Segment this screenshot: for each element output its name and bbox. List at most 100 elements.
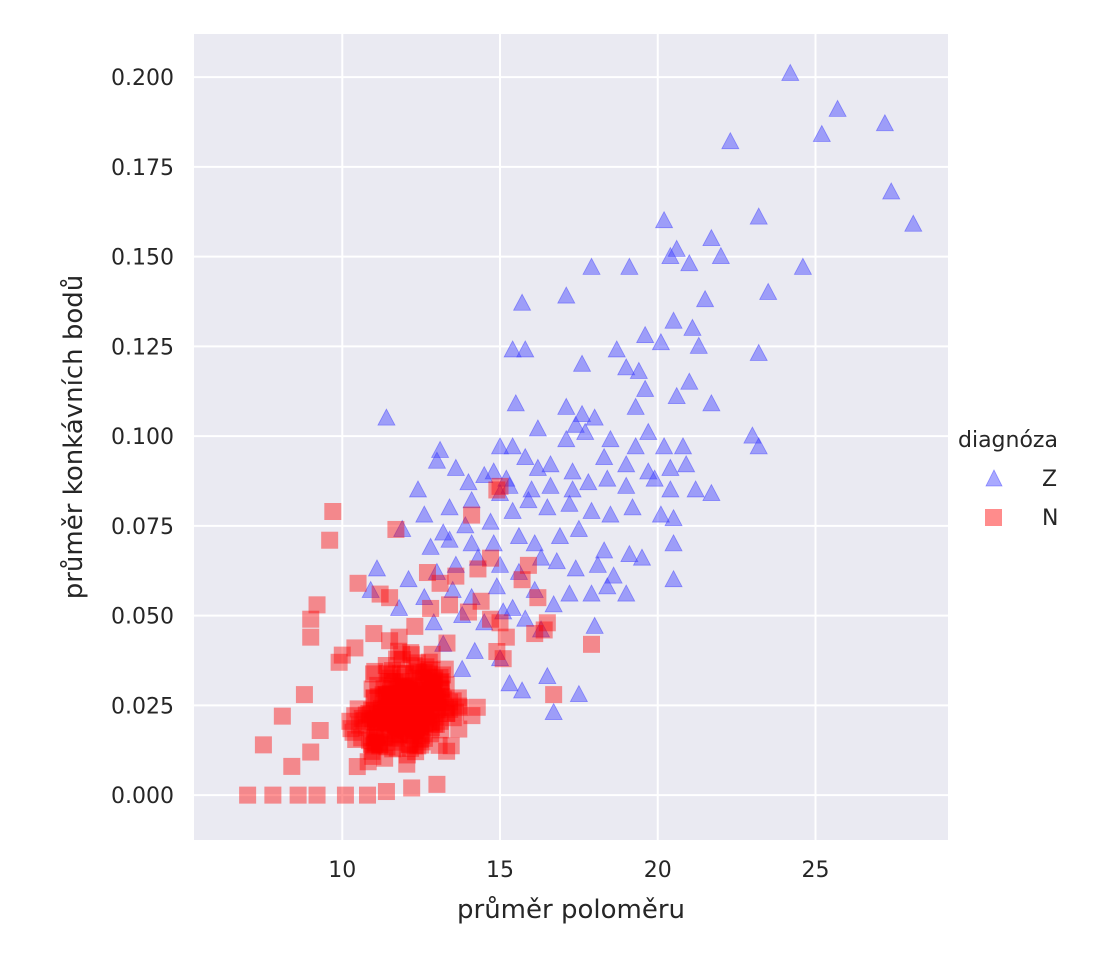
- point-n: [366, 736, 384, 754]
- point-n: [407, 709, 425, 727]
- point-n: [391, 692, 409, 710]
- point-z: [875, 113, 895, 132]
- point-z: [487, 577, 507, 595]
- point-n: [394, 688, 412, 706]
- point-z: [506, 393, 525, 412]
- point-n: [424, 675, 442, 693]
- point-z: [557, 397, 576, 415]
- point-n: [416, 700, 434, 718]
- point-z: [828, 99, 847, 117]
- point-z: [459, 472, 478, 491]
- point-n: [463, 506, 481, 524]
- point-z: [547, 551, 566, 570]
- point-z: [617, 358, 636, 376]
- point-n: [398, 679, 416, 697]
- point-z: [569, 519, 589, 537]
- point-n: [398, 685, 416, 703]
- point-z: [689, 336, 708, 354]
- point-n: [366, 734, 384, 752]
- point-z: [434, 634, 453, 652]
- point-n: [302, 743, 320, 761]
- point-z: [538, 498, 557, 516]
- point-n: [396, 705, 414, 723]
- point-n: [491, 614, 509, 632]
- point-z: [563, 480, 582, 498]
- point-n: [423, 682, 441, 700]
- point-z: [490, 437, 510, 455]
- point-n: [402, 689, 420, 707]
- point-n: [372, 708, 390, 726]
- point-z: [361, 580, 380, 598]
- point-n: [441, 596, 459, 614]
- point-n: [360, 732, 378, 750]
- point-n: [411, 707, 429, 725]
- point-n: [394, 678, 412, 696]
- point-n: [402, 698, 420, 716]
- point-n: [426, 715, 444, 733]
- point-z: [557, 429, 576, 448]
- point-n: [380, 673, 398, 691]
- point-n: [388, 650, 406, 668]
- legend-marker-n: [985, 509, 1002, 526]
- point-n: [422, 680, 440, 698]
- point-z: [563, 462, 582, 480]
- point-n: [411, 718, 429, 736]
- point-n: [385, 715, 403, 733]
- point-z: [446, 555, 466, 573]
- point-z: [743, 426, 762, 444]
- point-n: [583, 635, 601, 653]
- point-n: [418, 564, 436, 582]
- point-z: [462, 587, 481, 606]
- point-z: [651, 332, 671, 351]
- point-n: [273, 707, 291, 725]
- point-n: [349, 574, 367, 592]
- point-n: [397, 702, 415, 720]
- point-z: [557, 286, 576, 304]
- point-n: [450, 720, 468, 738]
- point-n: [390, 642, 408, 660]
- point-z: [579, 472, 598, 491]
- point-z: [516, 447, 535, 466]
- point-z: [462, 533, 481, 552]
- point-z: [512, 293, 532, 311]
- point-n: [431, 712, 449, 730]
- point-n: [401, 680, 419, 698]
- point-z: [629, 361, 648, 379]
- point-z: [639, 422, 658, 440]
- point-n: [381, 669, 399, 687]
- point-n: [366, 714, 384, 732]
- point-n: [395, 705, 413, 723]
- point-n: [375, 680, 393, 698]
- point-n: [420, 668, 438, 686]
- point-n: [389, 690, 407, 708]
- point-z: [393, 519, 412, 537]
- point-n: [302, 610, 320, 628]
- point-n: [392, 703, 410, 721]
- point-n: [422, 713, 440, 731]
- point-z: [475, 465, 494, 483]
- point-z: [882, 182, 901, 200]
- point-n: [386, 714, 404, 732]
- point-n: [357, 706, 375, 724]
- point-z: [465, 641, 484, 659]
- point-n: [408, 689, 426, 707]
- point-n: [526, 625, 544, 643]
- point-n: [402, 700, 420, 718]
- point-n: [413, 688, 431, 706]
- point-n: [422, 599, 440, 617]
- point-n: [377, 712, 395, 730]
- point-n: [347, 730, 365, 748]
- point-z: [683, 318, 702, 336]
- point-n: [433, 688, 451, 706]
- point-n: [408, 719, 426, 737]
- point-z: [500, 476, 519, 494]
- point-z: [594, 447, 614, 466]
- point-z: [572, 354, 592, 372]
- point-n: [372, 709, 390, 727]
- point-n: [463, 707, 481, 725]
- point-z: [617, 584, 636, 602]
- point-n: [400, 735, 418, 753]
- point-n: [468, 698, 486, 716]
- point-n: [396, 699, 414, 717]
- point-z: [749, 343, 768, 361]
